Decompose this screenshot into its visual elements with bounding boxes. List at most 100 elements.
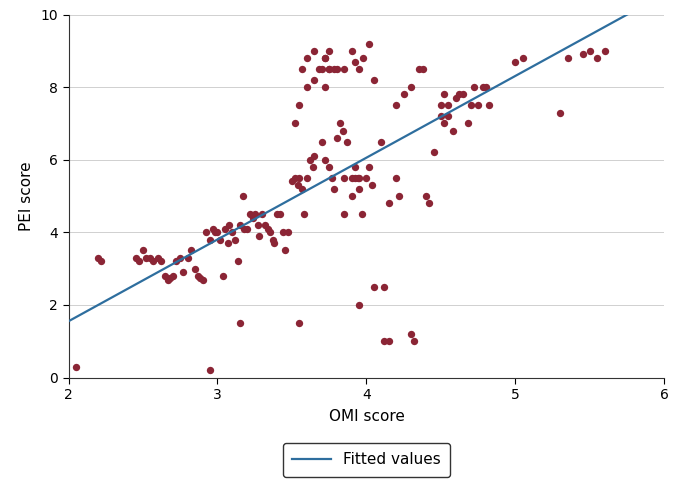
Point [443, 101, 454, 109]
Point [349, 163, 360, 171]
Point [212, 228, 223, 236]
Point [346, 47, 357, 55]
Point [406, 83, 416, 91]
Point [436, 112, 447, 120]
X-axis label: OMI score: OMI score [329, 409, 404, 424]
Point [369, 76, 379, 84]
Point [301, 83, 312, 91]
Point [324, 65, 335, 73]
Point [324, 47, 335, 55]
Point [208, 225, 219, 233]
Point [418, 65, 429, 73]
Point [248, 214, 259, 222]
Point [334, 120, 345, 127]
Point [200, 228, 211, 236]
Point [338, 210, 349, 218]
Point [286, 178, 297, 185]
Point [358, 54, 369, 62]
Point [294, 319, 305, 327]
Point [138, 246, 149, 255]
Point [299, 210, 310, 218]
Point [269, 239, 279, 247]
Point [182, 254, 193, 261]
Point [409, 337, 420, 345]
Point [294, 174, 305, 182]
Point [483, 101, 494, 109]
Point [353, 65, 364, 73]
Point [394, 192, 405, 200]
Point [338, 65, 349, 73]
Point [242, 225, 253, 233]
Point [338, 174, 349, 182]
Point [367, 181, 378, 189]
Point [443, 112, 454, 120]
Point [384, 199, 395, 207]
Point [517, 54, 528, 62]
Point [130, 254, 141, 261]
Point [252, 221, 263, 229]
Point [279, 246, 290, 255]
Point [353, 174, 364, 182]
Point [352, 174, 363, 182]
Point [234, 319, 245, 327]
Point [361, 174, 372, 182]
Point [436, 101, 447, 109]
Point [316, 137, 327, 145]
Point [277, 228, 288, 236]
Point [237, 192, 248, 200]
Point [275, 210, 286, 218]
Point [190, 265, 201, 272]
Point [364, 163, 375, 171]
Point [304, 156, 315, 164]
Point [324, 163, 335, 171]
Point [384, 337, 395, 345]
Point [155, 257, 166, 265]
Point [337, 127, 348, 135]
Point [328, 65, 339, 73]
Point [209, 228, 220, 236]
Point [428, 149, 439, 156]
Point [447, 127, 458, 135]
Point [219, 225, 230, 233]
Point [577, 50, 588, 58]
Point [450, 94, 461, 102]
Point [145, 254, 156, 261]
Point [260, 221, 271, 229]
Point [301, 54, 312, 62]
Point [353, 301, 364, 309]
Point [379, 337, 390, 345]
Point [194, 274, 205, 282]
Point [140, 254, 151, 261]
Point [319, 54, 330, 62]
Point [297, 65, 308, 73]
Point [453, 91, 464, 98]
Point [290, 120, 301, 127]
Point [308, 163, 319, 171]
Point [379, 283, 390, 290]
Point [257, 210, 268, 218]
Point [152, 254, 163, 261]
Point [316, 65, 327, 73]
Point [253, 232, 264, 240]
Point [599, 47, 610, 55]
Point [477, 83, 488, 91]
Point [356, 210, 367, 218]
Point [264, 228, 275, 236]
Point [233, 257, 244, 265]
Y-axis label: PEI score: PEI score [18, 161, 34, 231]
Point [245, 210, 256, 218]
Point [282, 228, 293, 236]
Point [175, 254, 186, 261]
Point [584, 47, 595, 55]
Point [160, 272, 171, 280]
Point [458, 91, 469, 98]
Point [413, 65, 424, 73]
Point [346, 174, 357, 182]
Point [215, 236, 226, 243]
Point [262, 225, 273, 233]
Point [390, 101, 401, 109]
Point [353, 185, 364, 193]
Point [297, 185, 308, 193]
Point [592, 54, 603, 62]
Point [292, 181, 303, 189]
